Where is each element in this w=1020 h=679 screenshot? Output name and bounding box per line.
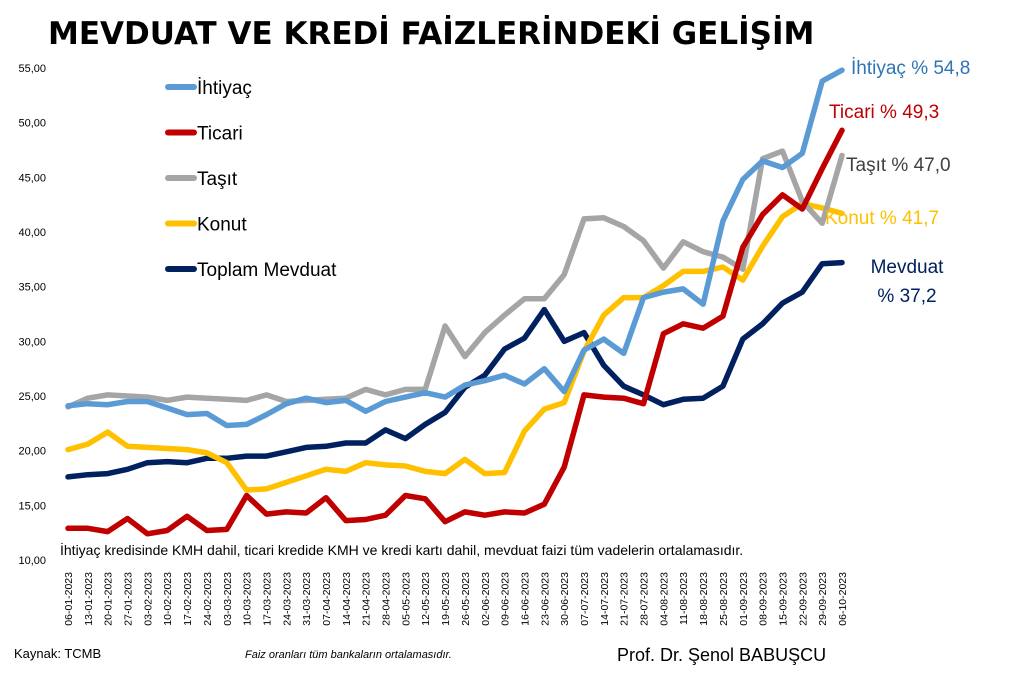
y-tick-label: 40,00	[18, 227, 46, 239]
y-tick-label: 20,00	[18, 446, 46, 458]
x-tick-label: 06-10-2023	[837, 572, 849, 626]
end-value-label: Taşıt % 47,0	[846, 155, 951, 176]
x-tick-label: 09-06-2023	[500, 572, 512, 626]
x-tick-label: 31-03-2023	[301, 572, 313, 626]
x-tick-label: 14-07-2023	[599, 572, 611, 626]
x-tick-label: 02-06-2023	[480, 572, 492, 626]
series-line-4	[65, 200, 845, 493]
x-tick-label: 28-07-2023	[639, 572, 651, 626]
y-tick-label: 15,00	[18, 500, 46, 512]
x-tick-label: 19-05-2023	[440, 572, 452, 626]
series-line-5	[65, 259, 845, 480]
x-tick-label: 07-04-2023	[321, 572, 333, 626]
series-line-3	[65, 148, 845, 410]
x-tick-label: 24-03-2023	[281, 572, 293, 626]
y-tick-label: 30,00	[18, 336, 46, 348]
x-tick-label: 04-08-2023	[658, 572, 670, 626]
author: Prof. Dr. Şenol BABUŞCU	[617, 645, 826, 665]
x-tick-label: 06-01-2023	[63, 572, 75, 626]
x-tick-label: 12-05-2023	[420, 572, 432, 626]
end-value-label: Mevduat	[871, 257, 945, 278]
x-tick-label: 20-01-2023	[103, 572, 115, 626]
x-tick-label: 17-02-2023	[182, 572, 194, 626]
end-value-label: İhtiyaç % 54,8	[851, 58, 970, 79]
y-tick-label: 35,00	[18, 282, 46, 294]
legend-label: Taşıt	[197, 169, 238, 190]
x-tick-label: 16-06-2023	[519, 572, 531, 626]
x-tick-label: 25-08-2023	[718, 572, 730, 626]
chart-title: MEVDUAT VE KREDİ FAİZLERİNDEKİ GELİŞİM	[48, 16, 814, 52]
x-tick-label: 21-04-2023	[361, 572, 373, 626]
legend-label: İhtiyaç	[197, 78, 252, 99]
x-tick-label: 27-01-2023	[123, 572, 135, 626]
source-label: Kaynak: TCMB	[14, 646, 101, 661]
x-tick-label: 28-04-2023	[381, 572, 393, 626]
x-tick-label: 17-03-2023	[261, 572, 273, 626]
x-tick-label: 03-02-2023	[142, 572, 154, 626]
x-tick-label: 13-01-2023	[83, 572, 95, 626]
footnote: İhtiyaç kredisinde KMH dahil, ticari kre…	[60, 541, 743, 558]
x-tick-label: 22-09-2023	[797, 572, 809, 626]
end-value-label: Ticari % 49,3	[829, 102, 939, 123]
end-value-label: % 37,2	[877, 286, 936, 307]
x-tick-label: 21-07-2023	[619, 572, 631, 626]
x-tick-label: 26-05-2023	[460, 572, 472, 626]
end-labels: İhtiyaç % 54,8 Ticari % 49,3 Taşıt % 47,0 K…	[825, 58, 970, 307]
x-tick-label: 10-02-2023	[162, 572, 174, 626]
y-tick-label: 25,00	[18, 391, 46, 403]
y-tick-label: 45,00	[18, 172, 46, 184]
x-tick-label: 15-09-2023	[777, 572, 789, 626]
series-lines	[65, 67, 845, 537]
series-line-2	[65, 127, 845, 537]
legend: İhtiyaç Ticari Taşıt Konut Toplam Mevduat	[165, 78, 337, 281]
x-tick-label: 03-03-2023	[222, 572, 234, 626]
legend-label: Toplam Mevduat	[197, 260, 337, 281]
x-tick-label: 01-09-2023	[738, 572, 750, 626]
x-tick-label: 23-06-2023	[539, 572, 551, 626]
x-tick-label: 10-03-2023	[242, 572, 254, 626]
x-axis-ticks: 06-01-2023 13-01-2023 20-01-2023 27-01-2023…	[63, 572, 849, 626]
y-tick-label: 50,00	[18, 118, 46, 130]
x-tick-label: 07-07-2023	[579, 572, 591, 626]
x-tick-label: 14-04-2023	[341, 572, 353, 626]
x-tick-label: 05-05-2023	[400, 572, 412, 626]
y-axis-ticks: 10,00 15,00 20,00 25,00 30,00 35,00 40,00 45,00…	[18, 63, 46, 567]
x-tick-label: 30-06-2023	[559, 572, 571, 626]
y-tick-label: 10,00	[18, 555, 46, 567]
sub-note: Faiz oranları tüm bankaların ortalamasıd…	[245, 649, 452, 661]
x-tick-label: 24-02-2023	[202, 572, 214, 626]
series-line-1	[65, 67, 845, 429]
x-tick-label: 18-08-2023	[698, 572, 710, 626]
end-value-label: Konut % 41,7	[825, 208, 939, 229]
legend-label: Konut	[197, 215, 247, 236]
x-tick-label: 29-09-2023	[817, 572, 829, 626]
x-tick-label: 11-08-2023	[678, 572, 690, 625]
x-tick-label: 08-09-2023	[758, 572, 770, 626]
y-tick-label: 55,00	[18, 63, 46, 75]
legend-label: Ticari	[197, 124, 243, 145]
